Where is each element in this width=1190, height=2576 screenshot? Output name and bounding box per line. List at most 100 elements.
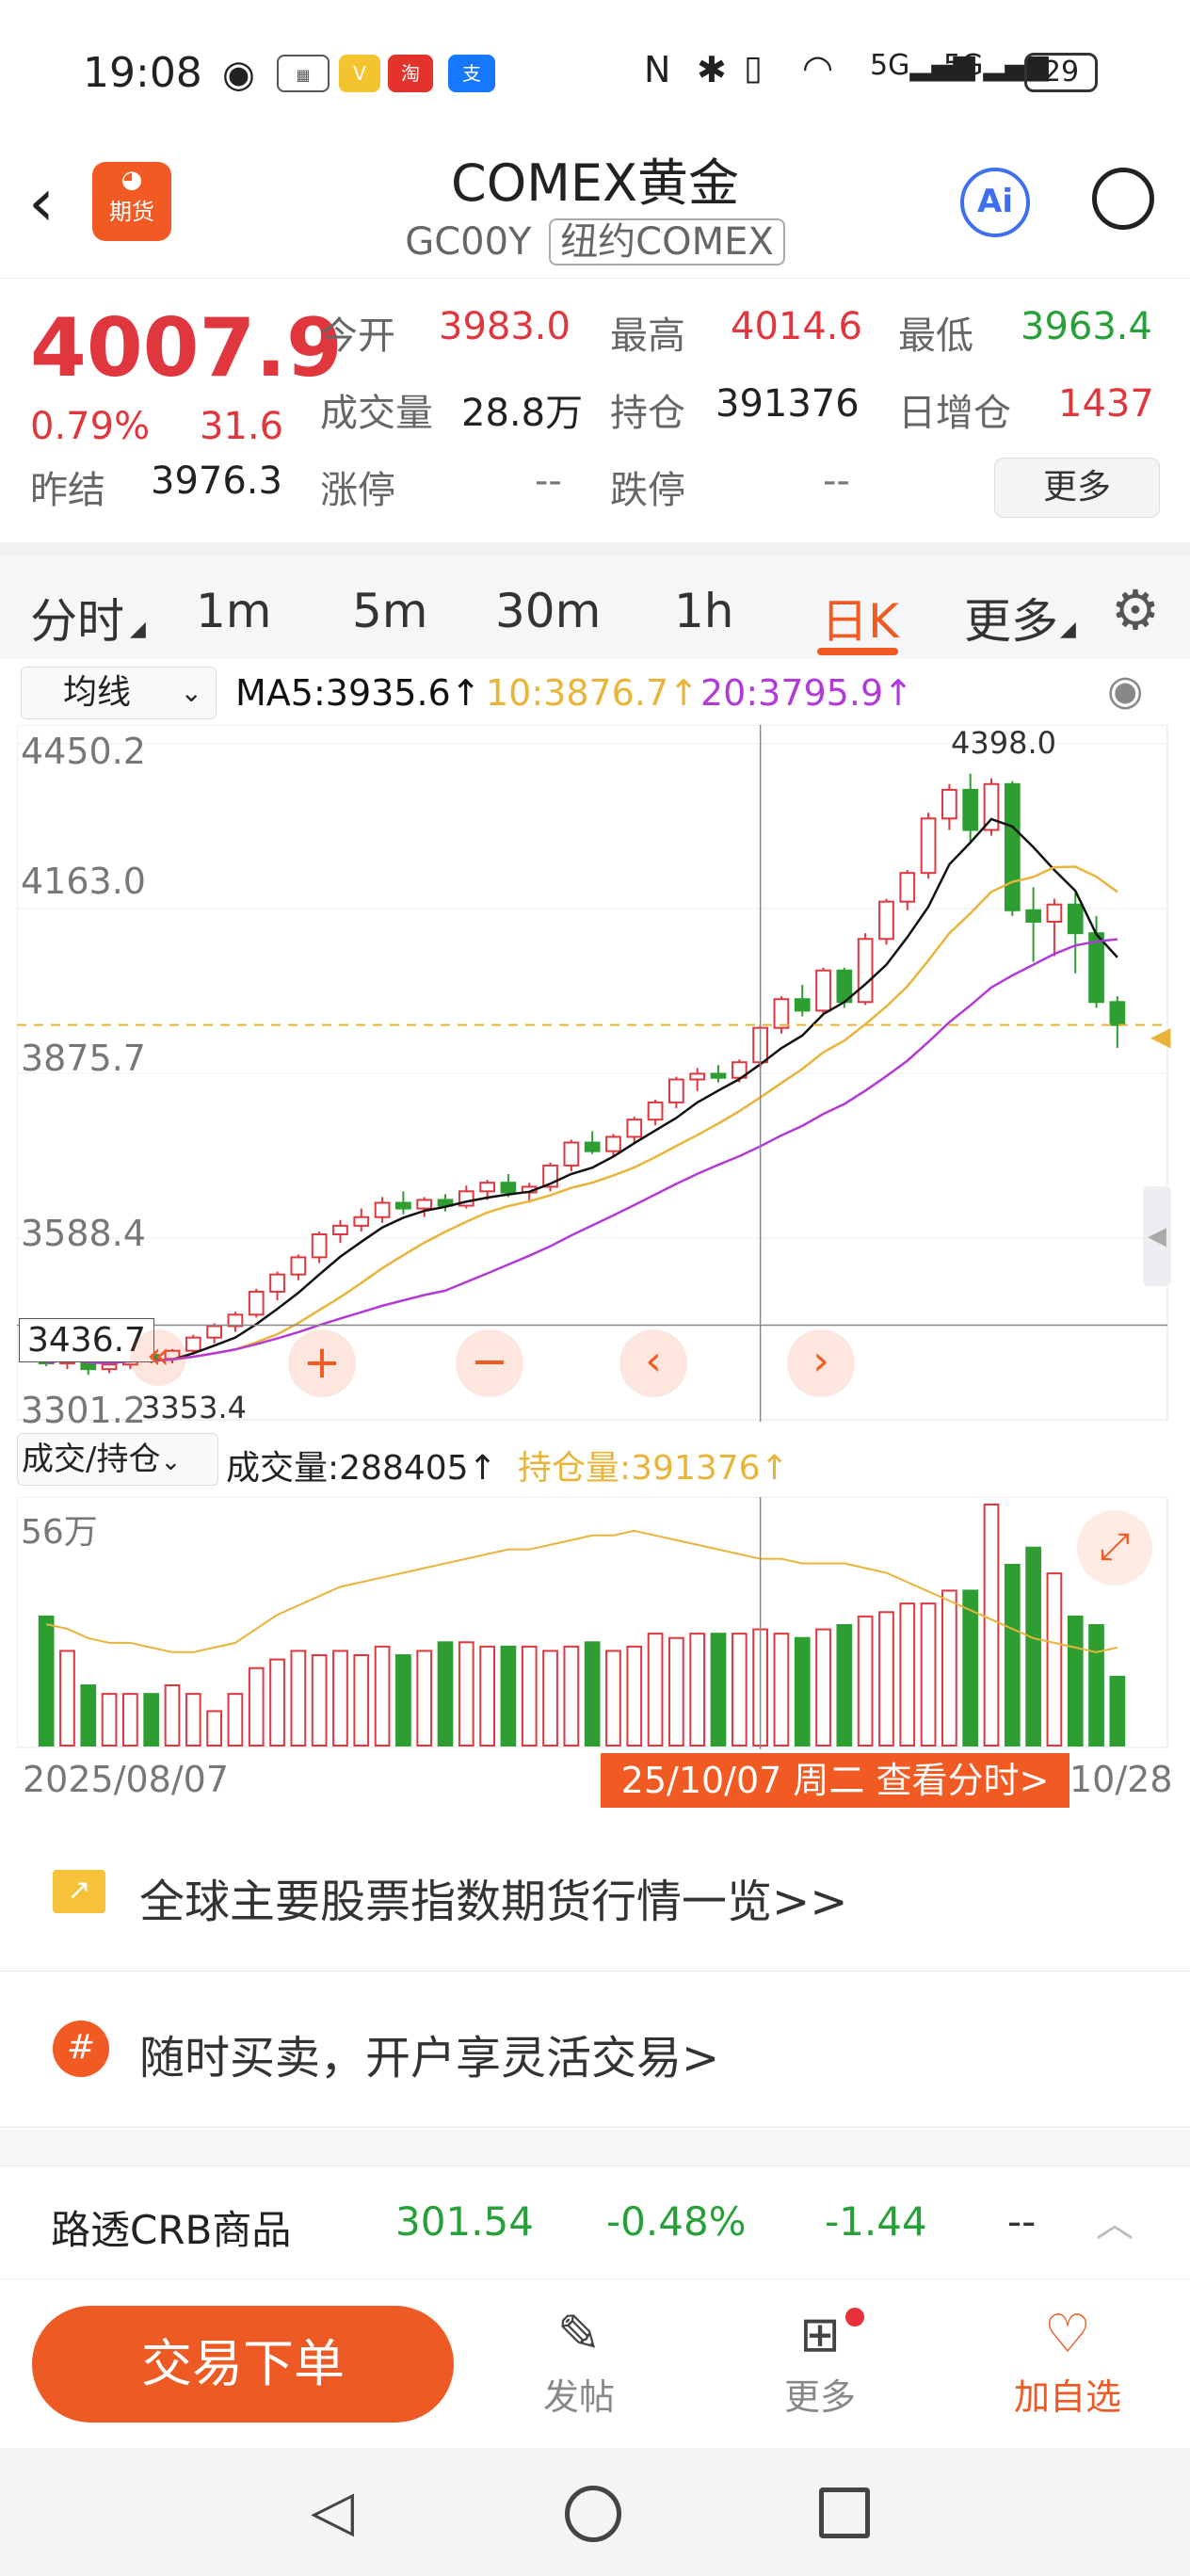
y-tick-4: 3588.4 bbox=[21, 1213, 146, 1254]
candle bbox=[710, 1072, 727, 1079]
promo-text-2: 随时买卖，开户享灵活交易> bbox=[139, 2032, 720, 2085]
volume-bar bbox=[584, 1641, 601, 1747]
candle bbox=[983, 782, 1000, 831]
oi-change-label: 日增仓 bbox=[898, 392, 1011, 435]
expand-icon[interactable]: ⤢ bbox=[1077, 1510, 1152, 1586]
nav-back-icon[interactable]: ◁ bbox=[311, 2478, 355, 2544]
vibrate-icon: ▯ bbox=[744, 49, 763, 88]
limit-down-value: -- bbox=[823, 459, 850, 503]
volume-bar bbox=[185, 1693, 201, 1747]
volume-bar bbox=[878, 1611, 894, 1747]
candle bbox=[941, 788, 957, 820]
visibility-eye-icon[interactable]: ◉ bbox=[1107, 667, 1144, 715]
scroll-left-button[interactable]: « bbox=[130, 1329, 186, 1386]
more-info-button[interactable]: 更多 bbox=[994, 458, 1160, 518]
crb-pct: -0.48% bbox=[606, 2198, 747, 2245]
next-button[interactable]: › bbox=[787, 1329, 855, 1397]
volume-bar bbox=[983, 1504, 1000, 1747]
max-price-label: 4398.0 bbox=[951, 725, 1056, 761]
volume-bar bbox=[794, 1636, 811, 1747]
chart-frame bbox=[17, 725, 1168, 1421]
volume-value: 28.8万 bbox=[461, 392, 584, 435]
candle bbox=[1046, 903, 1063, 923]
oi-value: 391376 bbox=[716, 382, 860, 426]
tab-more[interactable]: 更多 bbox=[964, 594, 1058, 649]
cursor-date-button[interactable]: 25/10/07 周二 查看分时> bbox=[601, 1753, 1069, 1808]
volume-bar bbox=[857, 1615, 874, 1747]
indicator-select-label: 均线 bbox=[63, 673, 132, 712]
zoom-out-button[interactable]: − bbox=[456, 1329, 523, 1397]
volume-bar bbox=[164, 1684, 181, 1747]
candle bbox=[479, 1182, 495, 1193]
sub-indicator-select[interactable]: 成交/持仓⌄ bbox=[17, 1433, 218, 1486]
more-button[interactable]: ⊞ 更多 bbox=[768, 2302, 872, 2420]
candle bbox=[647, 1101, 664, 1121]
ai-button[interactable]: Ai bbox=[960, 168, 1030, 237]
nav-home-icon[interactable] bbox=[565, 2486, 621, 2542]
back-icon[interactable]: ‹ bbox=[28, 164, 55, 241]
high-label: 最高 bbox=[610, 314, 685, 358]
volume-bar bbox=[80, 1684, 97, 1747]
kline-chart: 均线 ⌄ MA5:3935.6↑ 10:3876.7↑ 20:3795.9↑ ◉… bbox=[0, 659, 1190, 1808]
volume-bar bbox=[269, 1658, 285, 1747]
candle bbox=[206, 1325, 222, 1339]
volume-bar bbox=[311, 1654, 328, 1747]
oi-readout: 持仓量:391376↑ bbox=[518, 1449, 789, 1488]
hashtag-icon: # bbox=[53, 2021, 109, 2077]
candle bbox=[920, 817, 937, 875]
notification-dot bbox=[845, 2308, 864, 2326]
candle bbox=[248, 1290, 265, 1316]
chevron-up-icon[interactable]: ︿ bbox=[1096, 2202, 1134, 2246]
tab-5m[interactable]: 5m bbox=[352, 584, 428, 638]
settings-gear-icon[interactable]: ⚙ bbox=[1111, 578, 1160, 642]
status-bar: 19:08 ◉ ▦ V 淘 支 N ✱ ▯ ◠ 5G▂▄▆ 5G▂▄▆ 29 bbox=[0, 0, 1190, 141]
search-icon[interactable] bbox=[1092, 168, 1154, 230]
promo-open-account[interactable]: # 随时买卖，开户享灵活交易> bbox=[0, 1973, 1190, 2128]
volume-bar bbox=[122, 1693, 138, 1747]
change-value: 31.6 bbox=[200, 405, 284, 448]
volume-bar bbox=[542, 1650, 558, 1747]
trade-button[interactable]: 交易下单 bbox=[32, 2306, 454, 2423]
tab-1m[interactable]: 1m bbox=[196, 584, 272, 638]
volume-bar bbox=[710, 1633, 727, 1747]
tab-more-caret-icon: ◢ bbox=[1060, 618, 1076, 641]
eye-icon: ◉ bbox=[222, 53, 255, 96]
volume-bar bbox=[521, 1645, 538, 1747]
tab-fenshi[interactable]: 分时 bbox=[30, 594, 124, 649]
candle bbox=[878, 900, 894, 941]
collapse-side-handle[interactable]: ◀ bbox=[1143, 1186, 1171, 1286]
nav-recents-icon[interactable] bbox=[819, 2487, 870, 2538]
volume-bar bbox=[815, 1628, 831, 1747]
candle bbox=[311, 1233, 328, 1259]
badge-logo-icon: ◕ bbox=[121, 166, 143, 194]
candle bbox=[353, 1216, 370, 1227]
tab-daily-k[interactable]: 日K bbox=[821, 594, 899, 649]
prev-button[interactable]: ‹ bbox=[619, 1329, 687, 1397]
candles-area[interactable] bbox=[17, 725, 1173, 1422]
quote-panel: 4007.9 0.79% 31.6 昨结 3976.3 今开 3983.0 最高… bbox=[0, 279, 1190, 542]
crb-ticker-row[interactable]: 路透CRB商品 301.54 -0.48% -1.44 -- ︿ bbox=[0, 2165, 1190, 2278]
period-tabs: 分时 ◢ 1m 5m 30m 1h 日K 更多 ◢ ⚙ bbox=[0, 542, 1190, 659]
sub-indicator-label: 成交/持仓 bbox=[22, 1441, 161, 1478]
volume-area[interactable] bbox=[17, 1497, 1173, 1749]
oi-label: 持仓 bbox=[610, 392, 685, 435]
limit-down-label: 跌停 bbox=[610, 469, 685, 512]
candle bbox=[227, 1313, 244, 1328]
limit-up-label: 涨停 bbox=[320, 469, 395, 512]
crb-change: -1.44 bbox=[825, 2198, 927, 2245]
zoom-in-button[interactable]: + bbox=[288, 1329, 356, 1397]
crb-price: 301.54 bbox=[395, 2198, 534, 2245]
post-button[interactable]: ✎ 发帖 bbox=[527, 2302, 631, 2420]
network-label-2: 5G bbox=[943, 49, 984, 82]
promo-index-futures[interactable]: ↗ 全球主要股票指数期货行情一览>> bbox=[0, 1817, 1190, 1972]
add-watchlist-button[interactable]: ♡ 加自选 bbox=[1002, 2302, 1134, 2420]
open-value: 3983.0 bbox=[439, 305, 571, 348]
cursor-price-label: 3436.7 bbox=[19, 1318, 154, 1362]
candle bbox=[332, 1224, 348, 1236]
volume-bar bbox=[647, 1633, 664, 1747]
tab-30m[interactable]: 30m bbox=[495, 584, 602, 638]
volume-bar bbox=[101, 1693, 118, 1747]
tab-1h[interactable]: 1h bbox=[674, 584, 734, 638]
indicator-select[interactable]: 均线 ⌄ bbox=[21, 667, 217, 719]
x-start-label: 2025/08/07 bbox=[23, 1759, 230, 1800]
